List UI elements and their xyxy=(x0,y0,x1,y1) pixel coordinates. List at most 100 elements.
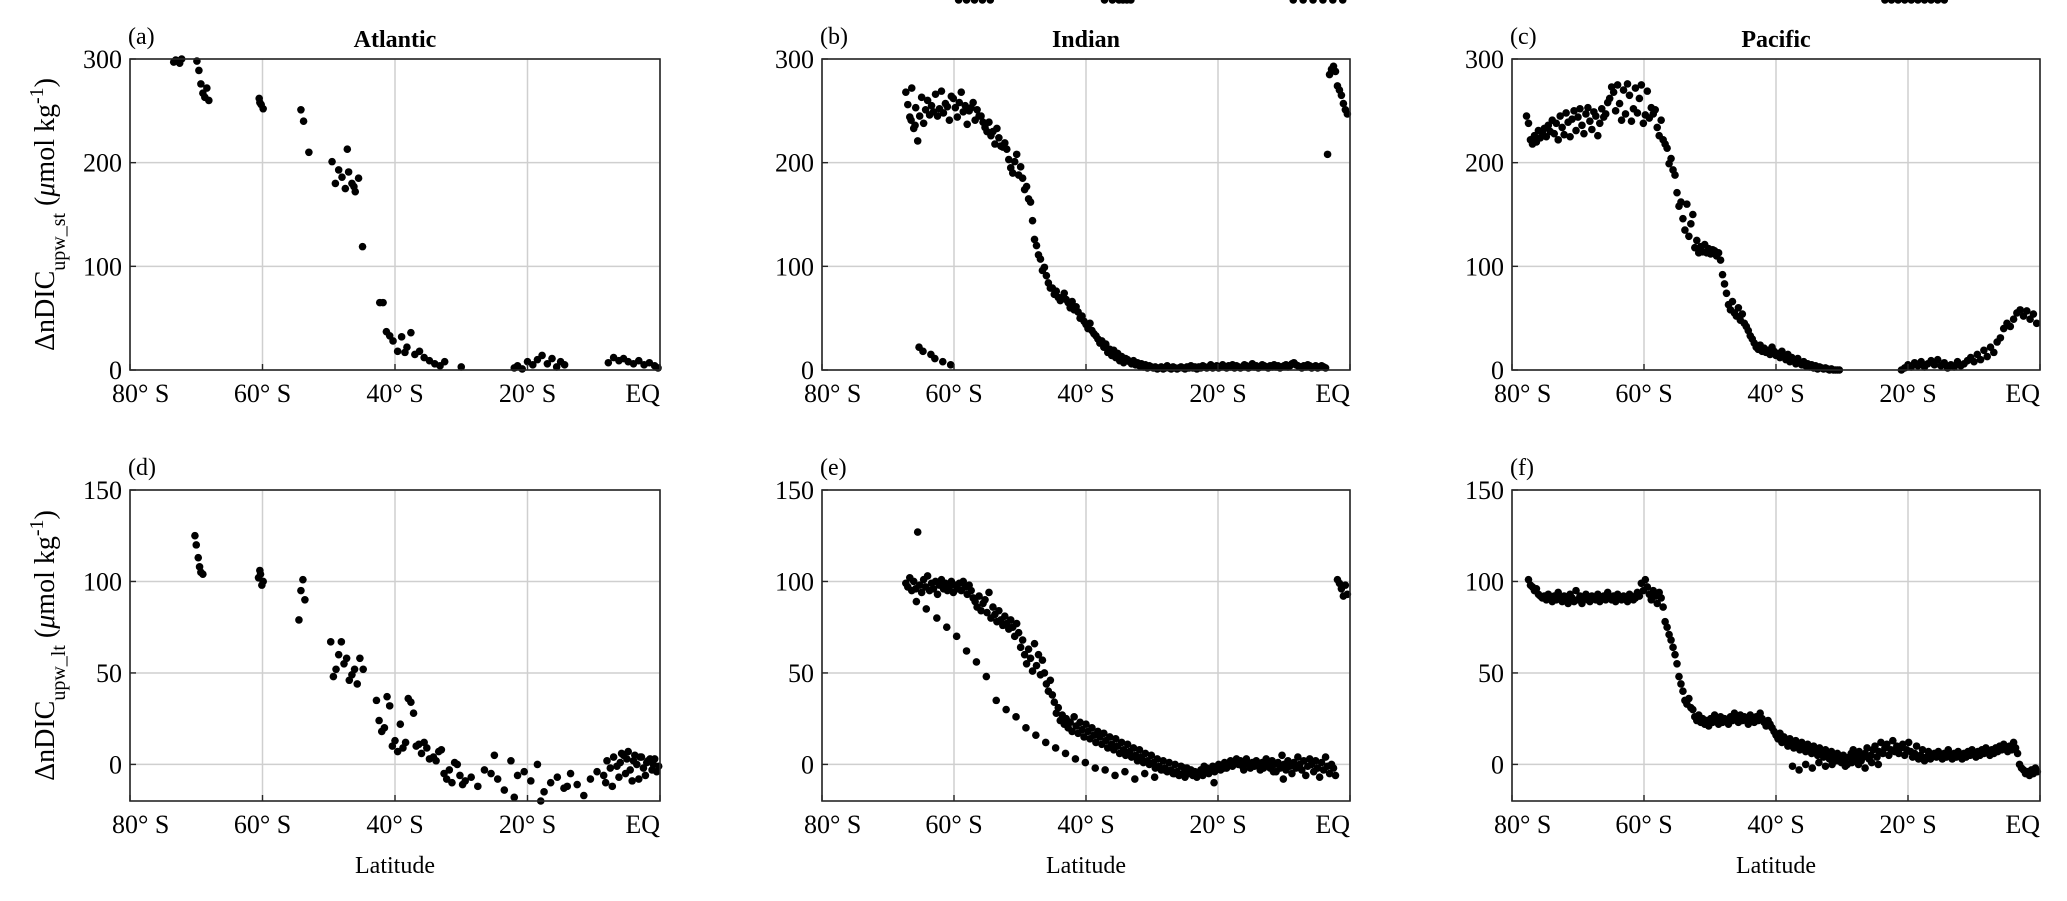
data-point xyxy=(1685,232,1693,241)
data-point xyxy=(1269,767,1278,776)
data-point xyxy=(1990,348,1998,357)
data-point xyxy=(1667,636,1675,644)
data-point xyxy=(552,363,561,371)
data-point xyxy=(1572,126,1580,135)
data-point xyxy=(1012,150,1021,159)
data-point xyxy=(1914,0,1922,4)
data-point xyxy=(635,356,643,365)
data-point xyxy=(1675,672,1683,681)
data-point xyxy=(256,98,264,107)
data-point xyxy=(978,0,987,4)
data-point xyxy=(507,756,515,765)
data-point xyxy=(977,112,985,120)
data-point xyxy=(1032,731,1040,739)
data-point xyxy=(1728,297,1737,306)
data-point xyxy=(919,347,927,356)
data-point xyxy=(907,84,916,92)
data-point xyxy=(1613,81,1622,89)
data-point xyxy=(601,778,610,787)
data-point xyxy=(955,98,964,107)
data-point xyxy=(393,747,402,756)
data-point xyxy=(1278,751,1286,760)
x-tick-label: EQ xyxy=(1315,379,1350,408)
data-point xyxy=(1311,756,1320,765)
data-point xyxy=(954,0,963,4)
data-point xyxy=(1720,280,1729,288)
data-point xyxy=(513,771,522,780)
data-point xyxy=(1313,764,1322,772)
data-point xyxy=(1032,241,1041,250)
data-point xyxy=(1339,99,1348,108)
data-point xyxy=(379,298,387,307)
data-point xyxy=(1871,742,1879,750)
data-point xyxy=(1863,744,1871,752)
data-point xyxy=(1071,755,1080,763)
panel-label: (d) xyxy=(128,455,156,481)
y-axis-label-sup: -1 xyxy=(26,519,48,536)
data-point xyxy=(933,614,941,622)
data-point xyxy=(1014,628,1023,637)
data-point xyxy=(401,738,410,747)
data-point xyxy=(644,756,652,765)
data-point xyxy=(1595,119,1604,128)
data-point xyxy=(1552,119,1561,128)
data-point xyxy=(943,102,952,111)
data-point xyxy=(921,105,930,114)
y-tick-label: 100 xyxy=(83,252,122,281)
panel-title: Indian xyxy=(1052,27,1120,53)
data-point xyxy=(1558,123,1566,132)
data-point xyxy=(1170,769,1179,778)
data-point xyxy=(343,145,352,153)
x-tick-label: 20° S xyxy=(499,379,556,408)
data-point xyxy=(1230,758,1238,767)
x-tick-label: 80° S xyxy=(804,810,861,839)
data-point xyxy=(1574,113,1582,121)
panel-label: (a) xyxy=(128,24,155,50)
data-point xyxy=(1080,733,1088,741)
data-point xyxy=(1874,760,1883,769)
data-point xyxy=(1220,764,1228,772)
data-point xyxy=(383,692,391,701)
data-point xyxy=(375,716,383,725)
data-point xyxy=(1129,744,1138,752)
data-point xyxy=(1848,758,1856,767)
data-point xyxy=(1617,116,1626,124)
data-point xyxy=(1078,725,1086,734)
data-points xyxy=(169,55,662,373)
data-point xyxy=(546,778,555,787)
x-tick-label: 60° S xyxy=(925,379,982,408)
data-point xyxy=(1002,705,1010,714)
data-point xyxy=(329,672,338,681)
data-point xyxy=(380,724,389,732)
data-point xyxy=(985,588,993,597)
data-point xyxy=(635,775,643,783)
x-tick-label: 20° S xyxy=(1189,379,1246,408)
data-point xyxy=(962,0,971,4)
data-point xyxy=(962,647,971,655)
data-point xyxy=(480,766,489,774)
data-point xyxy=(2023,307,2031,315)
data-point xyxy=(527,777,535,785)
data-point xyxy=(1910,749,1919,758)
data-point xyxy=(1983,352,1991,361)
data-point xyxy=(923,572,932,580)
data-point xyxy=(1584,103,1592,112)
data-point xyxy=(1592,112,1600,120)
data-point xyxy=(946,361,955,369)
data-point xyxy=(1092,738,1100,747)
data-point xyxy=(991,140,999,148)
data-point xyxy=(338,173,346,181)
data-point xyxy=(1927,0,1935,4)
data-point xyxy=(1722,289,1731,298)
data-point xyxy=(1082,720,1090,728)
data-point xyxy=(1643,87,1652,95)
data-point xyxy=(1319,0,1327,4)
data-point xyxy=(256,566,264,575)
data-point xyxy=(1881,0,1889,4)
data-point xyxy=(1544,121,1553,130)
y-axis-label-unit-close: ) xyxy=(30,78,61,87)
data-point xyxy=(982,672,991,681)
y-axis-label-mu: μ xyxy=(30,183,61,198)
data-point xyxy=(1623,597,1632,606)
data-point xyxy=(1898,740,1907,749)
